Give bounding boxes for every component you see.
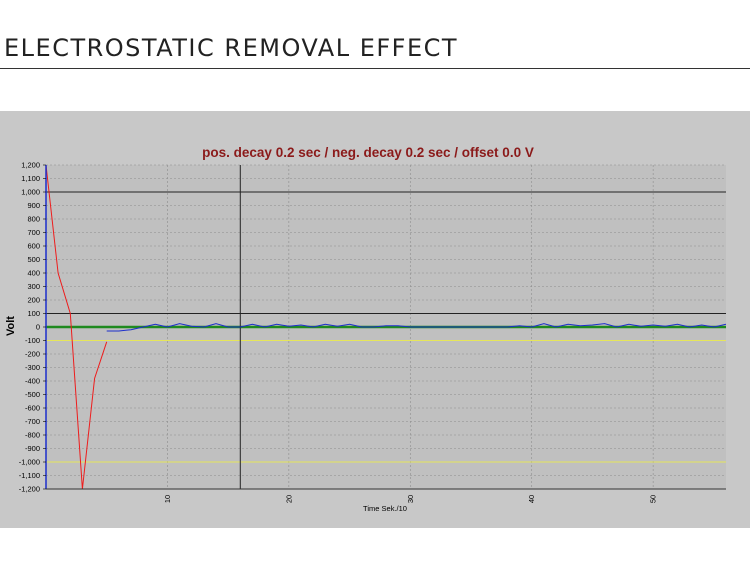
series-line-residual bbox=[106, 323, 727, 332]
y-tick-label: 400 bbox=[27, 269, 40, 278]
page-title: ELECTROSTATIC REMOVAL EFFECT bbox=[4, 34, 459, 62]
title-divider bbox=[0, 68, 750, 69]
chart-title: pos. decay 0.2 sec / neg. decay 0.2 sec … bbox=[202, 145, 534, 160]
y-tick-label: -800 bbox=[25, 431, 40, 440]
y-tick-label: -1,200 bbox=[19, 485, 40, 494]
y-tick-label: -700 bbox=[25, 417, 40, 426]
y-tick-label: -1,100 bbox=[19, 471, 40, 480]
y-axis-label: Volt bbox=[5, 316, 17, 336]
x-tick-label: 50 bbox=[649, 495, 658, 503]
x-tick-label: 20 bbox=[284, 495, 293, 503]
y-tick-label: 1,100 bbox=[21, 174, 40, 183]
y-tick-label: 300 bbox=[27, 282, 40, 291]
y-tick-label: 1,000 bbox=[21, 188, 40, 197]
x-tick-label: 30 bbox=[406, 495, 415, 503]
y-tick-label: 600 bbox=[27, 242, 40, 251]
y-tick-label: 700 bbox=[27, 228, 40, 237]
y-tick-label: 900 bbox=[27, 201, 40, 210]
y-tick-label: 100 bbox=[27, 309, 40, 318]
y-tick-label: -400 bbox=[25, 377, 40, 386]
voltage-decay-chart: 1,2001,1001,0009008007006005004003002001… bbox=[5, 145, 727, 513]
y-tick-label: -500 bbox=[25, 390, 40, 399]
y-tick-label: 800 bbox=[27, 215, 40, 224]
y-tick-label: -1,000 bbox=[19, 458, 40, 467]
x-tick-label: 40 bbox=[527, 495, 536, 503]
y-tick-label: -100 bbox=[25, 336, 40, 345]
series-line-decay bbox=[45, 164, 108, 490]
y-tick-label: 0 bbox=[36, 323, 40, 332]
y-tick-label: -200 bbox=[25, 350, 40, 359]
y-tick-label: 200 bbox=[27, 296, 40, 305]
y-tick-label: 1,200 bbox=[21, 161, 40, 170]
x-tick-label: 10 bbox=[163, 495, 172, 503]
y-tick-label: -300 bbox=[25, 363, 40, 372]
x-axis-label: Time Sek./10 bbox=[363, 504, 407, 513]
y-tick-label: -600 bbox=[25, 404, 40, 413]
y-tick-label: 500 bbox=[27, 255, 40, 264]
y-tick-label: -900 bbox=[25, 444, 40, 453]
chart-panel: 1,200 1,100 1,000 900 800 700 600 500 400 300 200 1… bbox=[0, 111, 750, 528]
